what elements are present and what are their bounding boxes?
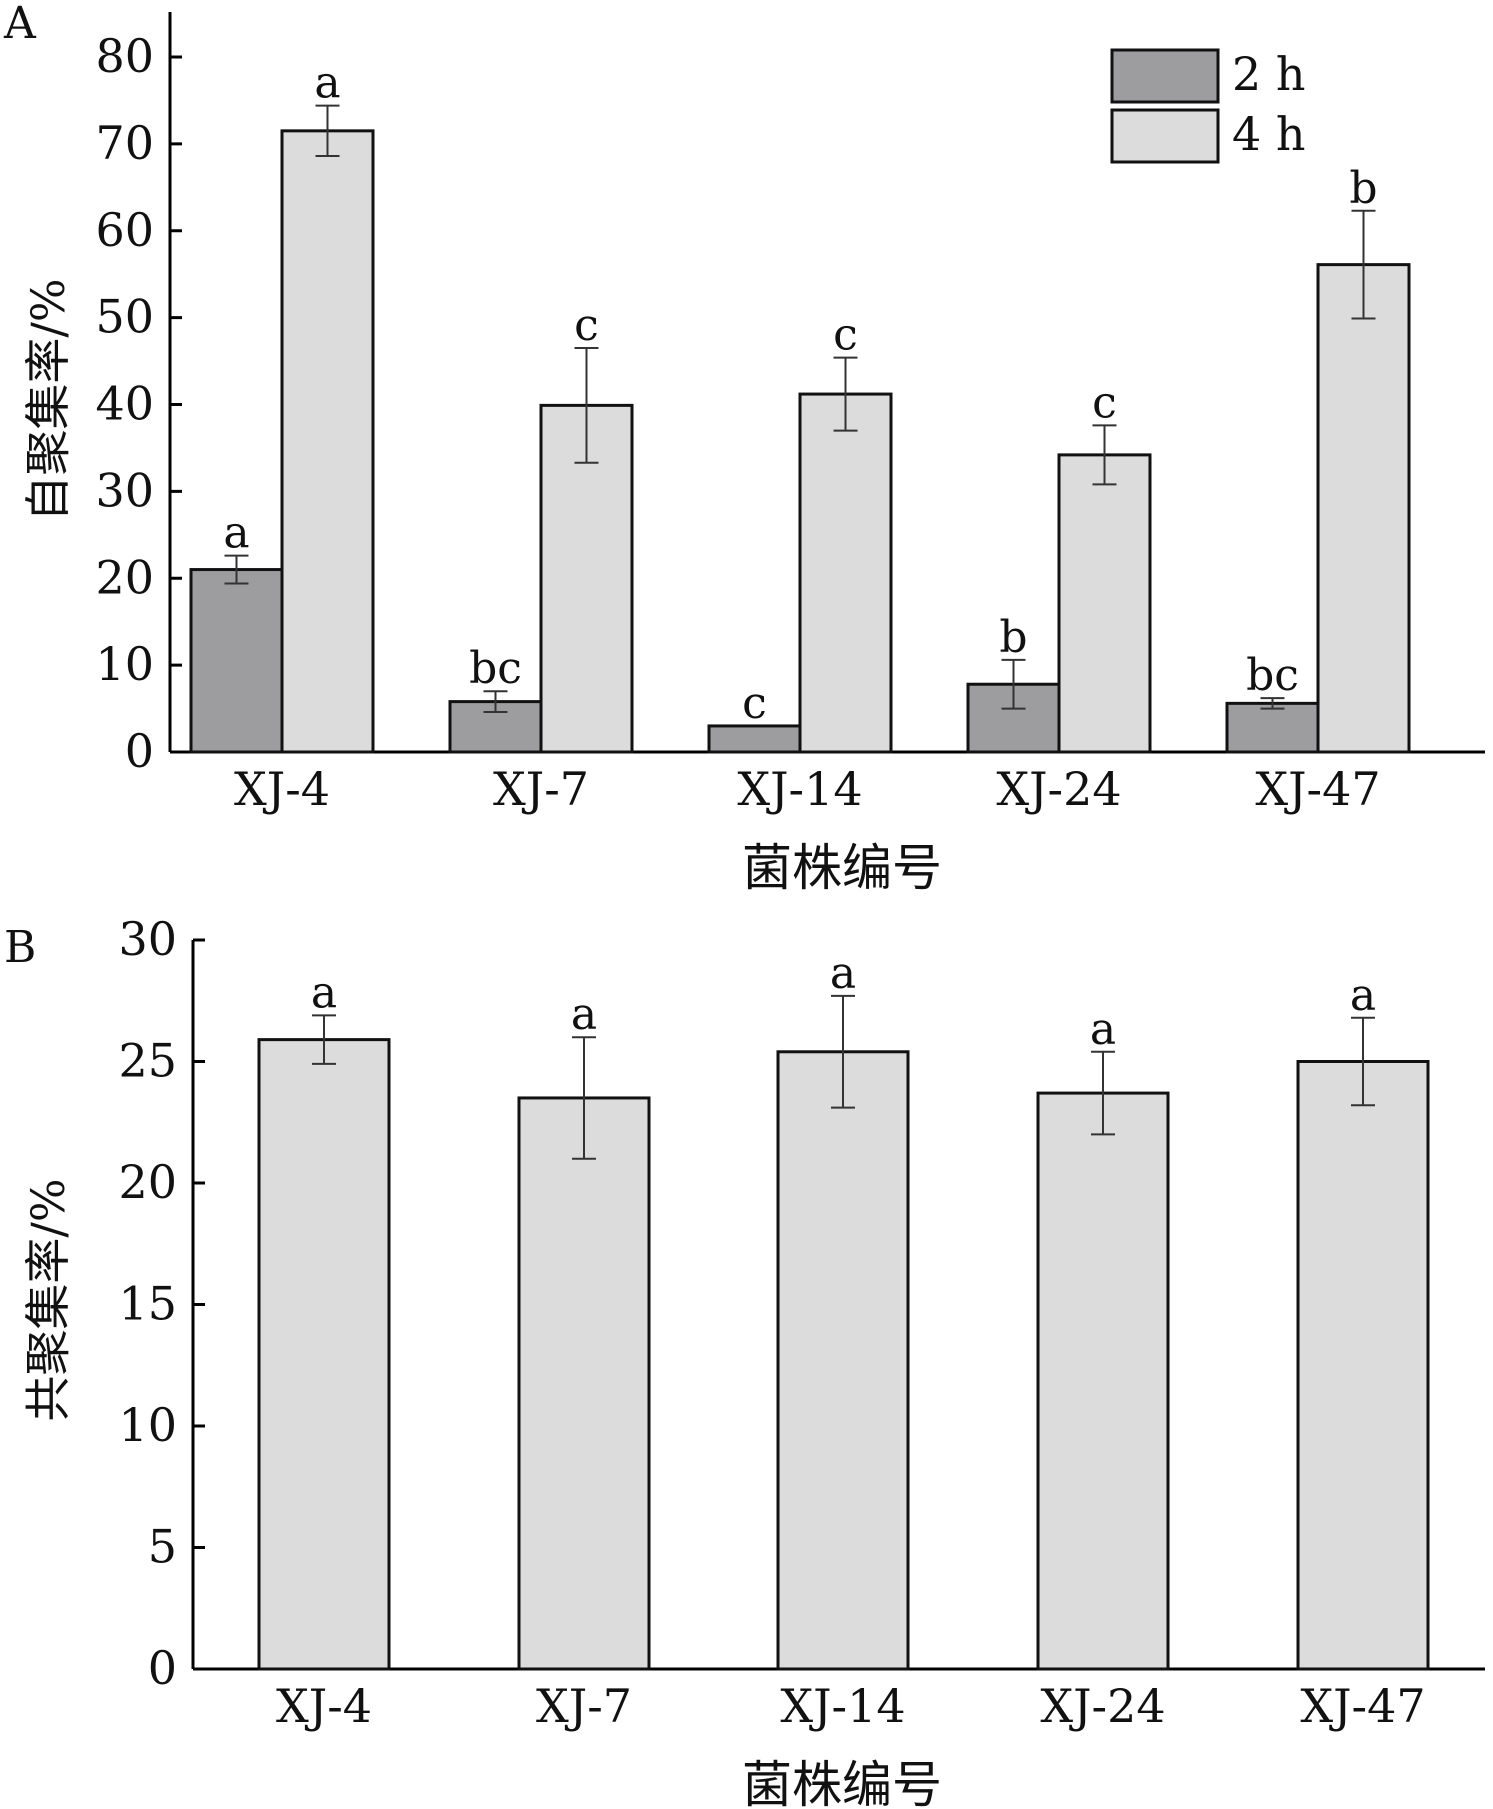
- bar: [776, 1050, 910, 1671]
- y-tick-label: 70: [95, 116, 154, 170]
- x-ticks-a: XJ-4 XJ-7 XJ-14 XJ-24 XJ-47: [234, 762, 1381, 816]
- legend-swatch-2h: [1110, 48, 1220, 104]
- bar: [189, 568, 284, 754]
- significance-label: c: [1092, 377, 1117, 428]
- significance-label: b: [1349, 163, 1377, 214]
- bar: [1036, 1091, 1170, 1671]
- significance-label: a: [571, 989, 597, 1040]
- y-tick-label: 30: [118, 912, 177, 966]
- y-tick-label: 0: [125, 724, 154, 778]
- bar: [707, 724, 802, 754]
- x-tick-label: XJ-4: [234, 762, 330, 816]
- significance-label: c: [742, 678, 767, 729]
- legend-label-2h: 2 h: [1232, 47, 1306, 101]
- x-tick-label: XJ-7: [493, 762, 589, 816]
- x-tick-label: XJ-47: [1300, 1679, 1425, 1733]
- bar: [1316, 263, 1411, 754]
- bar: [1057, 453, 1152, 754]
- bar: [257, 1038, 391, 1671]
- significance-label: a: [1350, 970, 1376, 1021]
- y-ticks-b: 0 5 10 15 20 25 30: [118, 912, 205, 1695]
- y-tick-label: 5: [148, 1520, 177, 1574]
- y-ticks-a: 0 10 20 30 40 50 60 70 80: [95, 29, 182, 778]
- significance-label: a: [1090, 1004, 1116, 1055]
- significance-label: b: [999, 612, 1027, 663]
- legend: 2 h 4 h: [1110, 47, 1306, 164]
- bars-a: a bc c b bc a c c c b: [189, 58, 1411, 754]
- x-tick-label: XJ-4: [276, 1679, 372, 1733]
- y-tick-label: 20: [95, 550, 154, 604]
- y-tick-label: 25: [118, 1034, 177, 1088]
- y-tick-label: 0: [148, 1641, 177, 1695]
- bar: [517, 1096, 651, 1671]
- y-tick-label: 50: [95, 290, 154, 344]
- significance-label: a: [311, 967, 337, 1018]
- x-axis-label-a: 菌株编号: [742, 839, 942, 897]
- legend-swatch-4h: [1110, 108, 1220, 164]
- bar: [280, 129, 375, 754]
- x-tick-label: XJ-24: [1040, 1679, 1165, 1733]
- x-ticks-b: XJ-4 XJ-7 XJ-14 XJ-24 XJ-47: [276, 1679, 1426, 1733]
- x-tick-label: XJ-47: [1255, 762, 1380, 816]
- bar: [798, 392, 893, 754]
- y-tick-label: 60: [95, 203, 154, 257]
- significance-label: a: [314, 58, 340, 109]
- y-tick-label: 20: [118, 1155, 177, 1209]
- y-tick-label: 15: [118, 1277, 177, 1331]
- significance-label: a: [830, 948, 856, 999]
- y-tick-label: 10: [95, 637, 154, 691]
- significance-label: c: [574, 300, 599, 351]
- y-tick-label: 40: [95, 377, 154, 431]
- y-tick-label: 30: [95, 463, 154, 517]
- legend-label-4h: 4 h: [1232, 107, 1306, 161]
- bar: [1296, 1060, 1430, 1671]
- significance-label: bc: [469, 643, 522, 694]
- x-tick-label: XJ-7: [536, 1679, 632, 1733]
- bar: [1225, 701, 1320, 754]
- y-tick-label: 80: [95, 29, 154, 83]
- panel-label-b: B: [4, 922, 36, 973]
- panel-label-a: A: [3, 0, 37, 49]
- x-axis-label-b: 菌株编号: [742, 1756, 942, 1809]
- significance-label: bc: [1246, 650, 1299, 701]
- x-tick-label: XJ-14: [737, 762, 862, 816]
- x-tick-label: XJ-24: [996, 762, 1121, 816]
- significance-label: a: [223, 508, 249, 559]
- x-tick-label: XJ-14: [780, 1679, 905, 1733]
- y-axis-label-b: 共聚集率/%: [21, 1178, 75, 1421]
- significance-label: c: [833, 310, 858, 361]
- y-tick-label: 10: [118, 1398, 177, 1452]
- y-axis-label-a: 自聚集率/%: [21, 278, 75, 521]
- bars-b: a a a a a: [257, 948, 1430, 1671]
